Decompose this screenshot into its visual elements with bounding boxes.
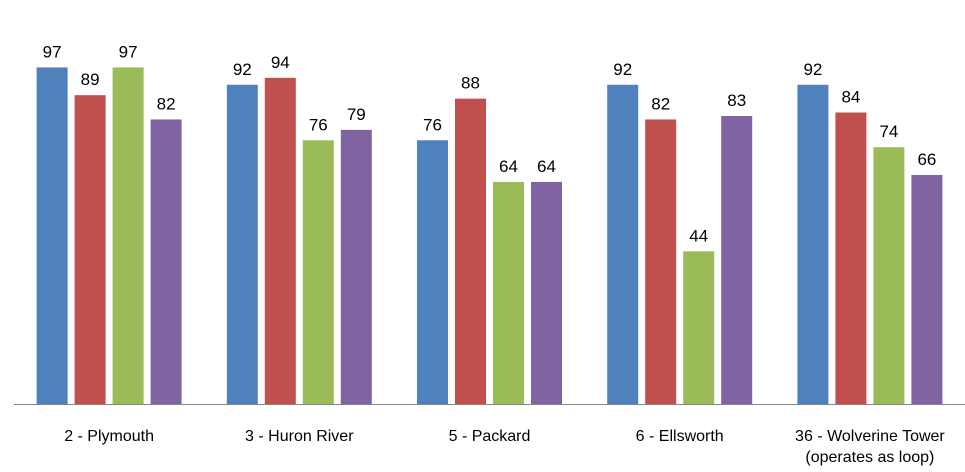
data-label-series4-cat4: 83 (727, 91, 746, 110)
bar-series2-cat2 (264, 77, 296, 404)
bar-series3-cat3 (493, 181, 524, 404)
data-label-series3-cat4: 44 (689, 226, 708, 245)
bar-series2-cat4 (645, 119, 677, 405)
bar-series1-cat4 (607, 84, 639, 404)
bar-series2-cat5 (835, 112, 867, 405)
data-label-series3-cat2: 76 (309, 115, 328, 134)
bars-layer (36, 67, 943, 405)
bar-series2-cat3 (455, 98, 486, 404)
x-tick-labels-layer: 2 - Plymouth 3 - Huron River 5 - Packard 6 … (64, 428, 945, 466)
data-label-series4-cat1: 82 (157, 94, 176, 113)
data-label-series2-cat3: 88 (461, 74, 480, 93)
data-label-series1-cat5: 92 (803, 60, 822, 79)
data-label-series1-cat2: 92 (233, 60, 252, 79)
data-label-series3-cat3: 64 (499, 157, 518, 176)
data-label-series4-cat3: 64 (537, 157, 556, 176)
bar-series1-cat3 (417, 140, 448, 404)
bar-series1-cat2 (226, 84, 258, 404)
data-label-series1-cat3: 76 (423, 115, 442, 134)
data-label-series2-cat1: 89 (81, 70, 100, 89)
data-label-series3-cat1: 97 (119, 42, 138, 61)
data-label-series2-cat2: 94 (271, 53, 290, 72)
bar-series4-cat2 (340, 129, 372, 404)
data-label-series4-cat2: 79 (347, 105, 366, 124)
bar-series3-cat4 (683, 251, 715, 404)
x-tick-label-cat5: 36 - Wolverine Tower (operates as loop) (795, 428, 945, 466)
data-label-series4-cat5: 66 (917, 150, 936, 169)
data-label-series2-cat5: 84 (841, 88, 860, 107)
bar-series2-cat1 (74, 95, 106, 405)
data-labels-layer: 97 89 97 82 92 94 76 79 76 88 64 64 92 82 44 83 92 84 74 66 (43, 42, 937, 245)
bar-series1-cat1 (36, 67, 68, 404)
bar-series4-cat4 (721, 115, 753, 405)
x-tick-label-cat4: 6 - Ellsworth (636, 428, 724, 445)
data-label-series1-cat1: 97 (43, 42, 62, 61)
bar-series3-cat2 (302, 140, 334, 404)
data-label-series3-cat5: 74 (879, 122, 898, 141)
bar-series4-cat5 (911, 174, 943, 404)
bar-series4-cat3 (531, 181, 562, 404)
x-tick-label-cat1: 2 - Plymouth (64, 428, 154, 445)
bar-series3-cat1 (112, 67, 144, 404)
x-tick-label-cat2: 3 - Huron River (245, 428, 354, 445)
data-label-series1-cat4: 92 (613, 60, 632, 79)
bar-series4-cat1 (150, 119, 182, 405)
bar-series3-cat5 (873, 147, 905, 404)
data-label-series2-cat4: 82 (651, 94, 670, 113)
x-tick-label-cat3: 5 - Packard (449, 428, 531, 445)
bar-series1-cat5 (797, 84, 829, 404)
